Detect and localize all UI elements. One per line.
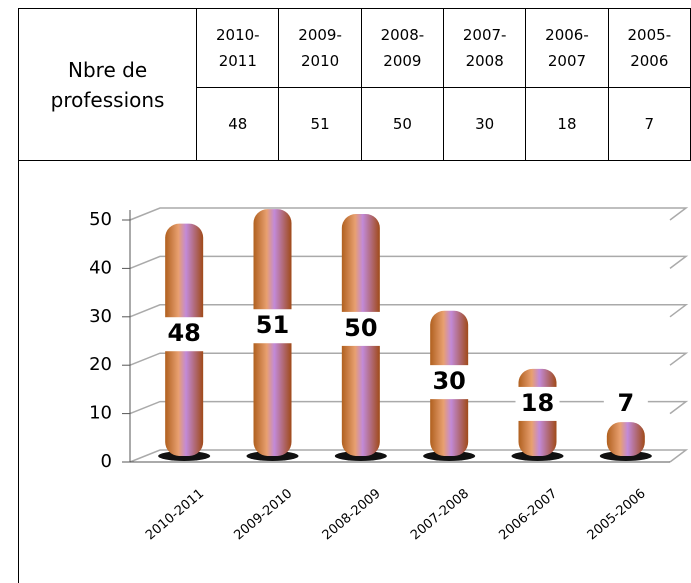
column-header: 2005-2006 (607, 8, 691, 88)
x-tick-label: 2007-2008 (408, 486, 472, 543)
table-cell: 18 (525, 87, 609, 161)
x-tick-label: 2010-2011 (143, 486, 207, 543)
column-header: 2007-2008 (443, 8, 527, 88)
data-label-bg (250, 309, 295, 344)
bar (606, 422, 645, 456)
table-cell: 7 (607, 87, 691, 161)
table-cell: 51 (278, 87, 362, 161)
data-label-bg (603, 386, 648, 421)
table-header: Nbre de professions (17, 8, 198, 161)
column-header: 2006-2007 (525, 8, 609, 88)
data-label: 50 (344, 314, 377, 342)
data-label: 7 (617, 389, 634, 417)
grid-line (129, 352, 689, 366)
chart-frame (18, 160, 691, 583)
column-header: 2009-2010 (278, 8, 362, 88)
data-label: 48 (167, 319, 200, 347)
grid-line (129, 207, 689, 221)
data-label-bg (162, 317, 207, 352)
table-cell: 48 (196, 87, 280, 161)
grid-line (129, 304, 689, 318)
x-tick-label: 2009-2010 (231, 486, 295, 543)
grid-line (129, 400, 689, 415)
y-tick-label: 0 (101, 451, 112, 472)
data-table: Nbre de professions 2010-2011 2009-2010 200… (17, 8, 691, 161)
x-tick-label: 2006-2007 (496, 486, 560, 543)
y-tick-label: 10 (89, 403, 112, 424)
x-tick-label: 2008-2009 (320, 486, 384, 543)
y-tick-label: 50 (89, 209, 112, 230)
y-tick-label: 40 (89, 257, 112, 278)
x-tick-label: 2005-2006 (585, 486, 649, 543)
grid-line (129, 255, 689, 270)
y-tick-label: 20 (89, 354, 112, 375)
table-cell: 30 (443, 87, 527, 161)
data-label: 51 (256, 311, 289, 339)
grid-line (129, 449, 689, 463)
data-label-bg (515, 386, 560, 421)
data-label: 30 (432, 367, 465, 395)
data-label-bg (338, 311, 383, 346)
y-tick-label: 30 (89, 306, 112, 327)
table-cell: 50 (360, 87, 445, 161)
data-label-bg (427, 365, 472, 400)
data-label: 18 (521, 389, 554, 417)
